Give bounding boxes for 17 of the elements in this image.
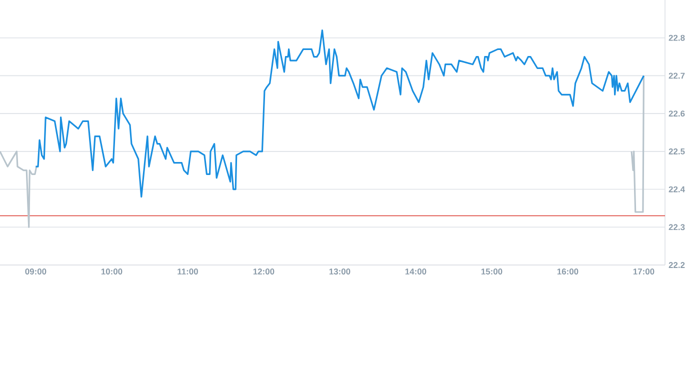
x-tick-label: 16:00	[557, 268, 578, 275]
y-tick-label: 22.7	[668, 72, 685, 79]
x-tick-label: 17:00	[633, 268, 654, 275]
x-tick-label: 11:00	[178, 268, 198, 275]
x-tick-label: 15:00	[481, 268, 502, 275]
x-tick-label: 12:00	[253, 268, 274, 275]
y-tick-label: 22.4	[668, 186, 685, 192]
y-tick-label: 22.3	[668, 224, 685, 230]
x-tick-label: 09:00	[25, 268, 46, 275]
y-tick-label: 22.5	[668, 148, 685, 154]
y-tick-label: 22.8	[668, 34, 685, 41]
y-tick-label: 22.6	[668, 110, 685, 117]
y-tick-label: 22.2	[668, 262, 685, 268]
x-tick-label: 10:00	[101, 268, 122, 275]
x-tick-label: 13:00	[329, 268, 350, 275]
x-tick-label: 14:00	[405, 268, 426, 275]
line-series	[34, 29, 645, 198]
